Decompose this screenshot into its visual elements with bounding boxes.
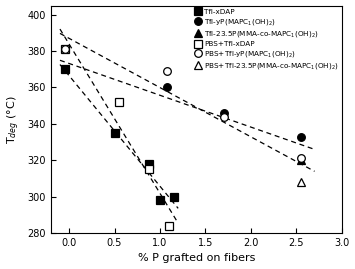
Line: Tfl-xDAP: Tfl-xDAP — [61, 65, 178, 204]
Line: PBS+Tfl-xDAP: PBS+Tfl-xDAP — [61, 45, 173, 229]
Tfl-xDAP — [62, 68, 67, 71]
PBS+Tfl-yP(MAPC$_1$(OH)$_2$) — [299, 157, 303, 160]
PBS+Tfl-xDAP — [62, 48, 67, 51]
Tfl-xDAP — [113, 131, 117, 134]
PBS+Tfl-yP(MAPC$_1$(OH)$_2$) — [222, 115, 226, 118]
PBS+Tfl-yP(MAPC$_1$(OH)$_2$) — [62, 48, 67, 51]
Y-axis label: T$_{deg}$ (°C): T$_{deg}$ (°C) — [6, 95, 22, 144]
PBS+Tfl-xDAP — [147, 168, 151, 171]
Tfl-yP(MAPC$_1$(OH)$_2$) — [222, 111, 226, 115]
Tfl-yP(MAPC$_1$(OH)$_2$) — [165, 86, 169, 89]
Tfl-yP(MAPC$_1$(OH)$_2$) — [62, 68, 67, 71]
PBS+Tfl-xDAP — [167, 224, 171, 227]
PBS+Tfl-yP(MAPC$_1$(OH)$_2$) — [165, 69, 169, 73]
Tfl-yP(MAPC$_1$(OH)$_2$) — [299, 135, 303, 138]
Tfl-xDAP — [158, 199, 162, 202]
PBS+Tfl-xDAP — [117, 100, 121, 104]
X-axis label: % P grafted on fibers: % P grafted on fibers — [138, 253, 255, 263]
Legend: Tfl-xDAP, Tfl-yP(MAPC$_1$(OH)$_2$), Tfl-23.5P(MMA-co-MAPC$_1$(OH)$_2$), PBS+Tfl-: Tfl-xDAP, Tfl-yP(MAPC$_1$(OH)$_2$), Tfl-… — [194, 7, 340, 73]
Line: PBS+Tfl-yP(MAPC$_1$(OH)$_2$): PBS+Tfl-yP(MAPC$_1$(OH)$_2$) — [61, 45, 305, 162]
Tfl-xDAP — [147, 162, 151, 165]
Line: Tfl-yP(MAPC$_1$(OH)$_2$): Tfl-yP(MAPC$_1$(OH)$_2$) — [61, 65, 305, 140]
Tfl-xDAP — [171, 195, 176, 198]
